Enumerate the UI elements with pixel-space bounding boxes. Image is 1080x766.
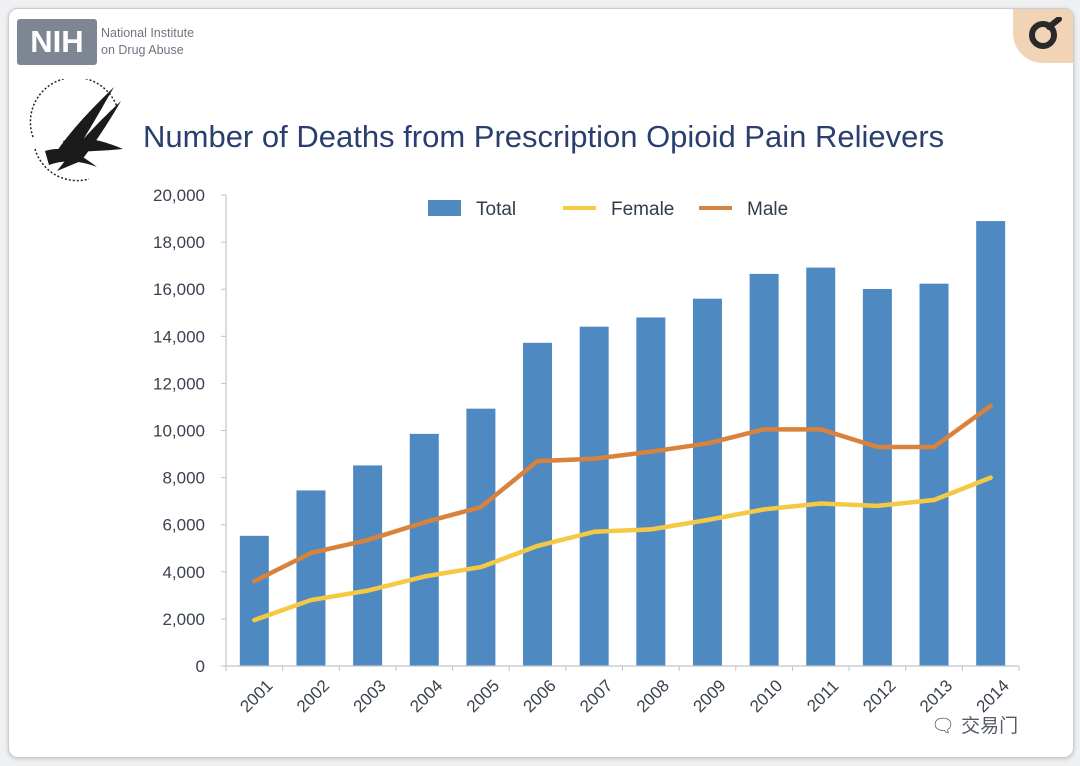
bar-total bbox=[523, 342, 553, 666]
chart-title: Number of Deaths from Prescription Opioi… bbox=[143, 119, 945, 154]
bar-total bbox=[409, 433, 439, 666]
institute-line-2: on Drug Abuse bbox=[101, 43, 184, 57]
bar-total bbox=[919, 283, 949, 666]
x-tick-label: 2007 bbox=[576, 676, 616, 716]
bar-total bbox=[976, 221, 1006, 666]
legend-swatch-total bbox=[428, 200, 461, 216]
legend-label-total: Total bbox=[476, 199, 516, 220]
x-tick-label: 2005 bbox=[463, 676, 503, 716]
y-tick-label: 4,000 bbox=[162, 563, 205, 582]
nih-logo: NIH bbox=[17, 19, 97, 65]
bar-total bbox=[749, 273, 779, 666]
x-tick-label: 2012 bbox=[859, 676, 899, 716]
chat-bubble-icon: 🗨 bbox=[931, 715, 956, 737]
watermark: 🗨 交易门 bbox=[931, 711, 1018, 738]
chart-legend: Total Female Male bbox=[428, 199, 788, 220]
legend-label-female: Female bbox=[611, 199, 674, 220]
corner-badge bbox=[1013, 9, 1073, 63]
y-tick-label: 2,000 bbox=[162, 610, 205, 629]
y-tick-label: 0 bbox=[196, 657, 205, 676]
y-tick-label: 12,000 bbox=[153, 374, 205, 393]
series-line-female bbox=[252, 475, 993, 623]
x-tick-label: 2002 bbox=[293, 676, 333, 716]
series-line-male bbox=[252, 403, 993, 584]
bar-total bbox=[692, 298, 722, 666]
bar-total bbox=[579, 326, 609, 666]
y-tick-label: 10,000 bbox=[153, 422, 205, 441]
legend-label-male: Male bbox=[747, 199, 788, 220]
x-tick-label: 2006 bbox=[520, 676, 560, 716]
y-tick-label: 18,000 bbox=[153, 233, 205, 252]
bar-total bbox=[296, 490, 326, 666]
bar-total bbox=[466, 408, 496, 666]
y-tick-label: 8,000 bbox=[162, 469, 205, 488]
x-tick-label: 2004 bbox=[406, 676, 446, 716]
x-tick-label: 2001 bbox=[236, 676, 276, 716]
institute-line-1: National Institute bbox=[101, 26, 195, 40]
x-tick-label: 2003 bbox=[350, 676, 390, 716]
bar-total bbox=[239, 535, 269, 666]
x-tick-label: 2011 bbox=[803, 676, 842, 715]
y-tick-label: 14,000 bbox=[153, 327, 205, 346]
bar-total bbox=[806, 267, 836, 666]
bar-total bbox=[353, 465, 383, 666]
chart-area: Total Female Male 0 2,000 4,000 6,000 8,000 10,… bbox=[153, 186, 1020, 716]
bar-total bbox=[862, 289, 892, 666]
institute-name: National Institute on Drug Abuse bbox=[101, 25, 241, 59]
bar-total bbox=[636, 317, 666, 666]
x-tick-label: 2008 bbox=[633, 676, 673, 716]
y-tick-label: 20,000 bbox=[153, 186, 205, 205]
lines-group bbox=[252, 403, 993, 623]
y-tick-label: 16,000 bbox=[153, 280, 205, 299]
bars-group bbox=[239, 221, 1006, 666]
x-tick-label: 2010 bbox=[746, 676, 786, 716]
hhs-eagle-seal-icon bbox=[29, 79, 123, 182]
x-tick-label: 2009 bbox=[689, 676, 729, 716]
corner-o-badge-icon bbox=[1029, 17, 1062, 49]
y-tick-label: 6,000 bbox=[162, 516, 205, 535]
slide: NIH National Institute on Drug Abuse Num… bbox=[8, 8, 1074, 758]
watermark-text: 交易门 bbox=[961, 715, 1019, 737]
